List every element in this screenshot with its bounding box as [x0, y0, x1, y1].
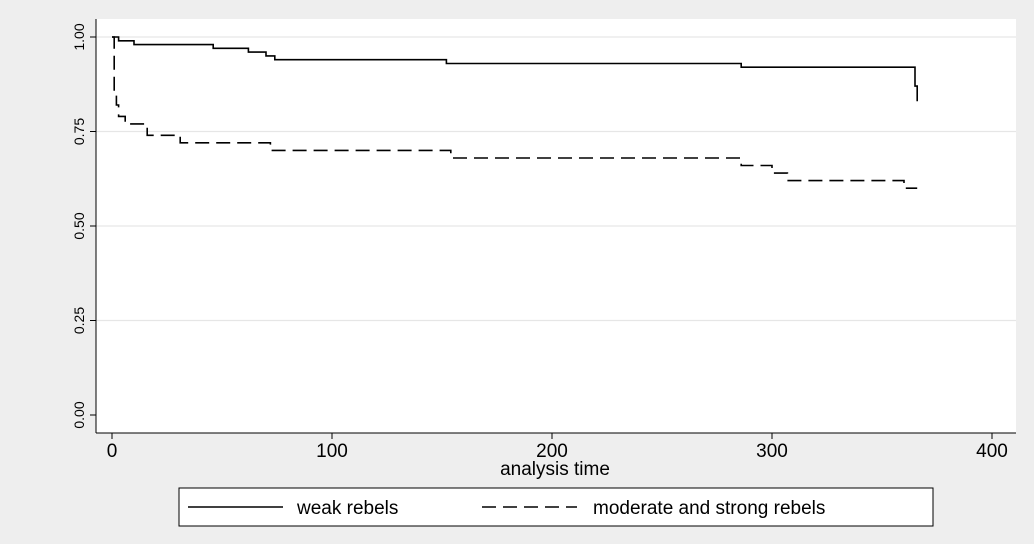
x-tick-label-0: 0 — [107, 441, 118, 462]
x-tick-label-2: 200 — [536, 441, 568, 462]
legend: weak rebels moderate and strong rebels — [178, 487, 934, 527]
y-tick-label-4: 1.00 — [71, 23, 87, 50]
y-tick-label-2: 0.50 — [71, 212, 87, 239]
y-tick-label-1: 0.25 — [71, 307, 87, 334]
series-line-1 — [112, 36, 918, 189]
x-tick-label-1: 100 — [316, 441, 348, 462]
y-tick-label-3: 0.75 — [71, 118, 87, 145]
x-tick-label-3: 300 — [756, 441, 788, 462]
x-axis-title: analysis time — [500, 459, 610, 480]
x-tick-label-4: 400 — [976, 441, 1008, 462]
legend-label-weak-rebels: weak rebels — [296, 498, 398, 519]
series-line-0 — [112, 36, 919, 102]
y-tick-label-0: 0.00 — [71, 401, 87, 428]
legend-label-moderate-strong-rebels: moderate and strong rebels — [593, 498, 825, 519]
